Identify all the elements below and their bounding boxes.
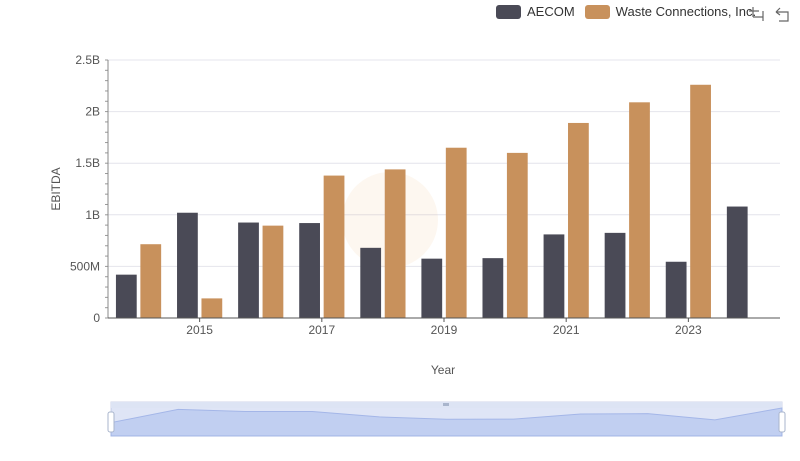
bar-aecom-2015[interactable] [177,212,198,318]
zoom-slider-track[interactable] [110,401,783,437]
bar-waste-connections-2016[interactable] [262,225,284,318]
bar-waste-connections-2023[interactable] [690,84,711,318]
legend-label-waste-connections: Waste Connections, Inc. [615,4,757,19]
legend-swatch-waste-connections [584,4,610,19]
x-tick-label: 2023 [675,323,702,337]
zoom-slider-top-bar [111,402,782,408]
x-tick-label: 2017 [308,323,335,337]
watermark-logo [342,172,438,268]
bar-waste-connections-2021[interactable] [568,122,589,319]
y-tick-label: 2B [85,105,100,119]
bar-waste-connections-2018[interactable] [384,169,406,318]
legend-swatch-aecom [496,4,521,19]
zoom-handle-right[interactable] [778,411,786,433]
bar-aecom-2024[interactable] [726,206,748,318]
bar-waste-connections-2015[interactable] [201,298,223,318]
bar-waste-connections-2020[interactable] [506,152,528,318]
bar-aecom-2022[interactable] [604,232,626,318]
bar-aecom-2018[interactable] [360,247,382,318]
bar-waste-connections-2017[interactable] [323,175,345,318]
x-tick-label: 2019 [431,323,458,337]
legend-item-waste-connections[interactable]: Waste Connections, Inc. [584,4,757,19]
legend-label-aecom: AECOM [527,4,575,19]
legend: AECOM Waste Connections, Inc. [496,4,766,19]
zoom-slider-window[interactable] [111,408,782,436]
bar-aecom-2017[interactable] [299,223,320,318]
restore-icon[interactable] [774,6,790,22]
bar-aecom-2014[interactable] [115,274,137,318]
y-tick-label: 1.5B [75,156,100,170]
bar-aecom-2020[interactable] [482,258,504,318]
legend-item-aecom[interactable]: AECOM [496,4,575,19]
x-axis-title: Year [431,363,455,377]
bar-waste-connections-2019[interactable] [445,147,467,318]
y-tick-label: 2.5B [75,53,100,67]
y-tick-label: 1B [85,208,100,222]
bar-waste-connections-2022[interactable] [629,102,650,318]
x-tick-label: 2021 [553,323,580,337]
bar-aecom-2023[interactable] [665,261,687,318]
bar-aecom-2019[interactable] [421,258,443,318]
zoom-slider-overview [110,407,783,437]
y-tick-label: 0 [93,311,100,325]
x-tick-label: 2015 [186,323,213,337]
zoom-icon[interactable] [748,6,764,22]
zoom-drag-grip[interactable] [443,403,449,406]
zoom-handle-left[interactable] [107,411,115,433]
y-axis-title: EBITDA [49,167,63,210]
bar-waste-connections-2014[interactable] [140,244,162,318]
bar-aecom-2021[interactable] [543,234,565,318]
bar-aecom-2016[interactable] [238,222,259,318]
y-tick-label: 500M [70,259,100,273]
